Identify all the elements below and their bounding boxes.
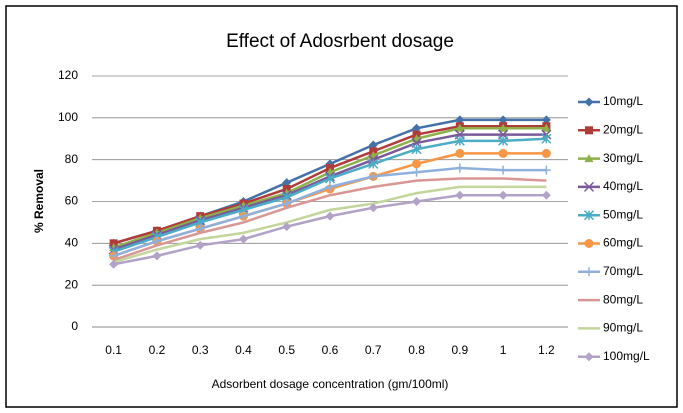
- data-point: [454, 135, 465, 146]
- legend-label: 60mg/L: [603, 236, 643, 250]
- data-point: [238, 211, 248, 221]
- legend-marker: [583, 181, 595, 192]
- legend-label: 90mg/L: [603, 321, 643, 335]
- data-point: [455, 115, 465, 125]
- data-point: [541, 123, 551, 132]
- data-point: [412, 159, 422, 169]
- data-point: [541, 133, 552, 144]
- y-tick-label: 20: [65, 277, 79, 291]
- y-tick-label: 40: [65, 236, 79, 250]
- legend-label: 30mg/L: [603, 151, 643, 165]
- legend-marker: [584, 352, 594, 362]
- data-point: [455, 148, 465, 158]
- y-tick-label: 100: [58, 110, 78, 124]
- x-tick-label: 1.2: [538, 343, 555, 357]
- data-point: [325, 211, 335, 221]
- data-point: [412, 197, 422, 206]
- legend-label: 50mg/L: [603, 207, 643, 221]
- legend-label: 100mg/L: [603, 349, 650, 363]
- series-line: [113, 185, 547, 264]
- x-tick-label: 0.1: [105, 343, 122, 357]
- data-point: [368, 140, 378, 150]
- data-point: [455, 190, 465, 200]
- legend-marker: [583, 210, 595, 221]
- data-point: [498, 148, 508, 158]
- chart-title: Effect of Adosrbent dosage: [226, 31, 454, 52]
- data-point: [368, 171, 378, 181]
- data-point: [368, 158, 379, 169]
- data-point: [152, 251, 162, 261]
- legend-marker: [584, 154, 594, 163]
- x-tick-label: 0.4: [235, 343, 252, 357]
- y-tick-label: 60: [65, 194, 79, 208]
- data-point: [498, 115, 508, 125]
- data-point: [282, 222, 292, 232]
- x-tick-label: 0.8: [408, 343, 425, 357]
- x-tick-label: 0.6: [322, 343, 339, 357]
- data-point: [109, 259, 119, 269]
- data-point: [412, 123, 422, 133]
- y-axis-label: % Removal: [32, 169, 46, 233]
- x-tick-label: 1: [500, 343, 507, 357]
- data-point: [498, 190, 508, 200]
- data-point: [498, 135, 509, 146]
- legend-marker: [584, 97, 594, 107]
- x-tick-label: 0.5: [278, 343, 295, 357]
- y-tick-label: 0: [71, 319, 78, 333]
- data-point: [195, 240, 205, 250]
- x-tick-label: 0.9: [451, 343, 468, 357]
- data-point: [455, 163, 465, 173]
- data-point: [541, 190, 551, 200]
- x-tick-label: 0.3: [192, 343, 209, 357]
- legend-marker: [584, 239, 594, 248]
- legend-label: 20mg/L: [603, 122, 643, 136]
- legend-marker: [585, 126, 593, 135]
- data-point: [368, 203, 378, 213]
- data-point: [324, 173, 336, 184]
- data-point: [325, 182, 335, 192]
- data-point: [498, 123, 508, 132]
- data-point: [541, 148, 551, 158]
- data-point: [541, 115, 551, 125]
- data-point: [411, 144, 422, 155]
- legend-label: 80mg/L: [603, 292, 643, 306]
- data-point: [541, 165, 551, 175]
- y-tick-label: 120: [58, 68, 78, 82]
- legend-label: 10mg/L: [603, 94, 643, 108]
- chart-border: [5, 5, 678, 408]
- legend-marker: [584, 267, 594, 277]
- legend-label: 40mg/L: [603, 179, 643, 193]
- x-axis-label: Adsorbent dosage concentration (gm/100ml…: [212, 377, 449, 391]
- data-point: [455, 123, 465, 132]
- legend-label: 70mg/L: [603, 264, 643, 278]
- data-point: [238, 234, 248, 244]
- data-point: [412, 167, 422, 177]
- series-line: [113, 177, 547, 262]
- data-point: [282, 178, 292, 188]
- x-tick-label: 0.2: [149, 343, 166, 357]
- y-tick-label: 80: [65, 152, 79, 166]
- x-tick-label: 0.7: [365, 343, 382, 357]
- data-point: [498, 165, 508, 175]
